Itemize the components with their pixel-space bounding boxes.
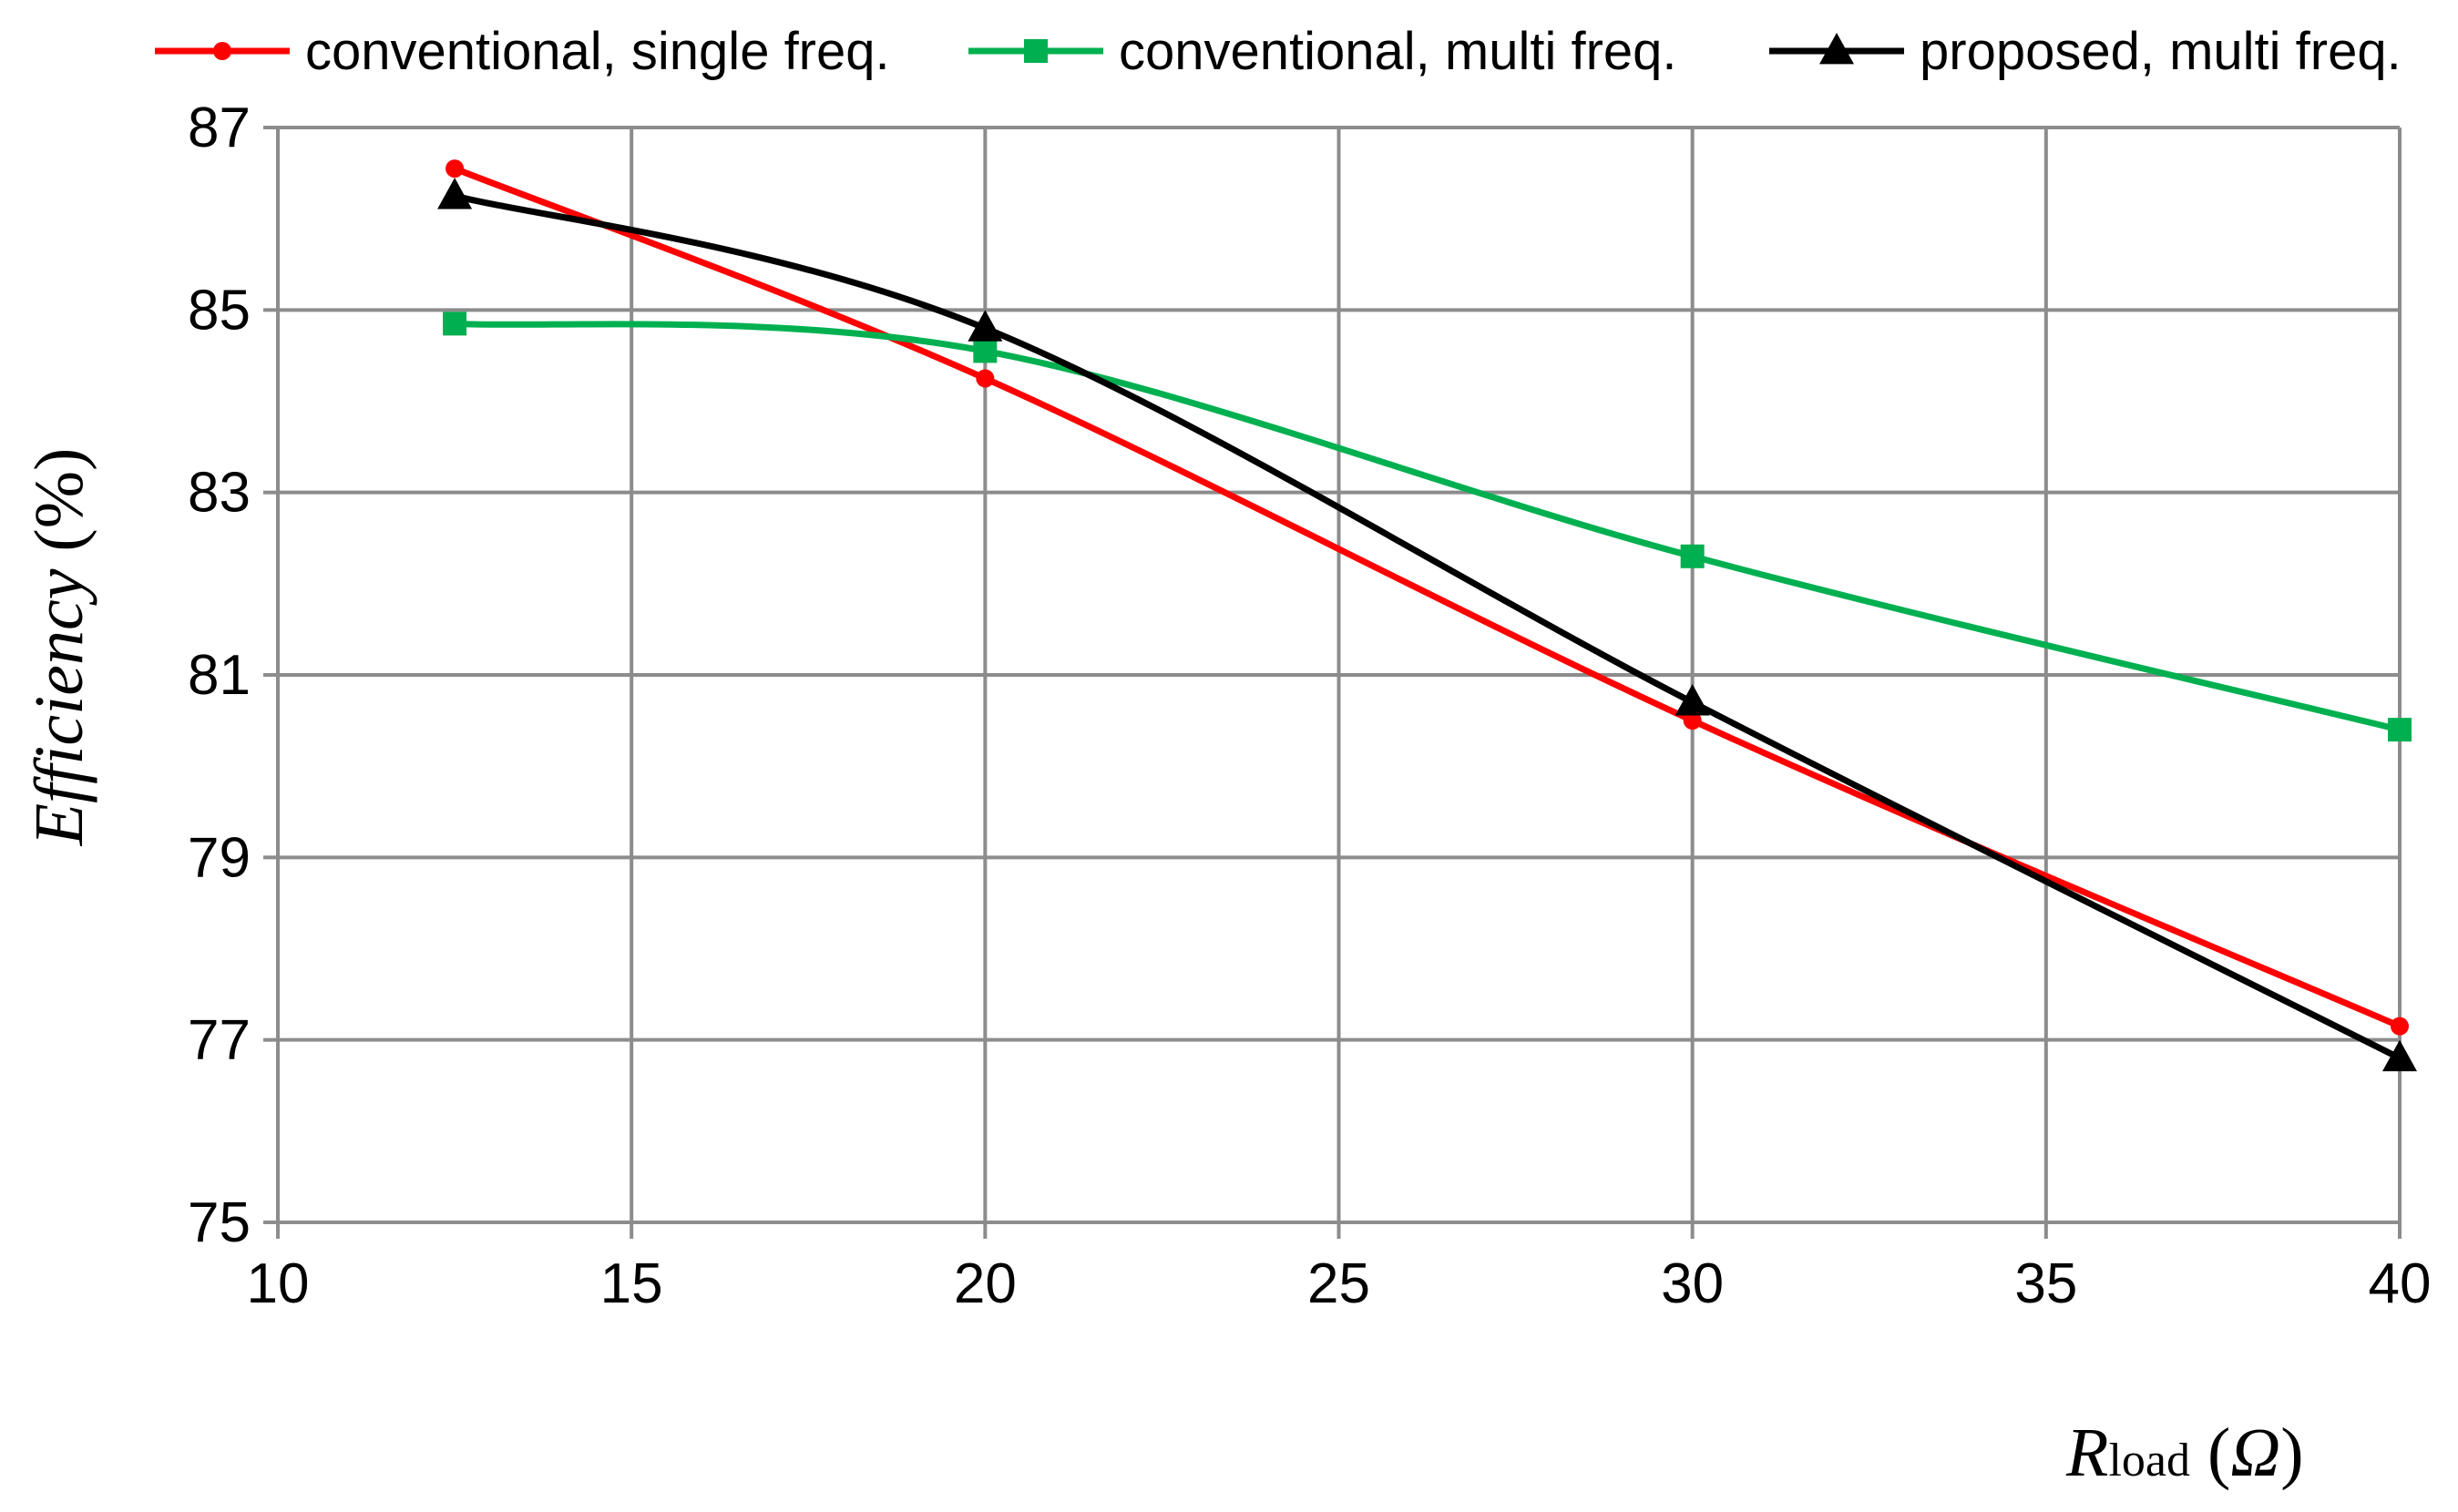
y-tick-label: 87 [188,97,251,159]
series-single-freq [446,159,2409,1036]
x-tick-label: 40 [2369,1252,2432,1315]
data-point-proposed [968,310,1003,342]
series-line-proposed [451,192,2403,1062]
legend-item-single-freq: conventional, single freq. [155,22,890,81]
data-point-single-freq [2391,1017,2409,1036]
y-tick-label: 83 [188,462,251,525]
y-axis-title-gap [21,552,97,569]
y-tick-labels: 75 77 79 81 83 85 87 [188,97,251,1254]
legend-swatch-marker [213,42,231,60]
legend-label: conventional, multi freq. [1119,22,1677,81]
legend-item-multi-freq: conventional, multi freq. [968,22,1677,81]
y-axis-title-unit: (%) [21,448,97,552]
x-axis-title-unit-open: ( [2207,1415,2230,1491]
legend-swatch-marker [1024,39,1048,63]
y-axis-title: Efficiency (%) [21,448,97,847]
data-point-multi-freq [443,312,467,336]
data-point-multi-freq [973,339,998,363]
legend-label: conventional, single freq. [305,22,890,81]
x-tick-label: 10 [247,1252,310,1315]
data-point-multi-freq [2388,718,2412,742]
x-axis-title-unit: Ω [2230,1415,2280,1491]
legend: conventional, single freq. conventional, … [155,22,2402,81]
data-point-multi-freq [1680,544,1705,568]
x-axis-title-subscript: load [2108,1435,2190,1486]
y-tick-label: 75 [188,1191,251,1254]
series-proposed [437,178,2417,1072]
series-line-multi-freq [451,320,2403,733]
y-tick-label: 79 [188,826,251,889]
series [437,159,2417,1072]
x-tick-label: 20 [954,1252,1017,1315]
x-tick-label: 25 [1307,1252,1370,1315]
data-point-proposed [437,178,473,209]
y-axis-title-text: Efficiency [21,568,97,846]
data-point-single-freq [1683,711,1702,730]
y-tick-label: 85 [188,279,251,342]
data-point-proposed [2382,1039,2417,1072]
x-tick-label: 35 [2014,1252,2077,1315]
x-axis-title-unit-close: ) [2280,1415,2303,1491]
x-tick-label: 30 [1661,1252,1724,1315]
y-tick-label: 81 [188,644,251,707]
series-line-single-freq [451,165,2403,1030]
series-multi-freq [443,312,2412,742]
legend-swatch-marker [1819,33,1854,65]
data-point-single-freq [976,369,995,388]
gridlines [278,126,2402,1222]
axes [263,126,2402,1239]
data-point-single-freq [446,159,465,179]
y-tick-label: 77 [188,1009,251,1072]
x-axis-title-gap [2190,1415,2207,1491]
x-tick-label: 15 [600,1252,663,1315]
legend-label: proposed, multi freq. [1920,22,2402,81]
x-tick-labels: 10 15 20 25 30 35 40 [247,1252,2432,1315]
data-point-proposed [1675,684,1710,716]
x-axis-title: Rload (Ω) [2065,1415,2304,1491]
x-axis-title-symbol: R [2065,1415,2108,1491]
legend-item-proposed: proposed, multi freq. [1769,22,2402,81]
